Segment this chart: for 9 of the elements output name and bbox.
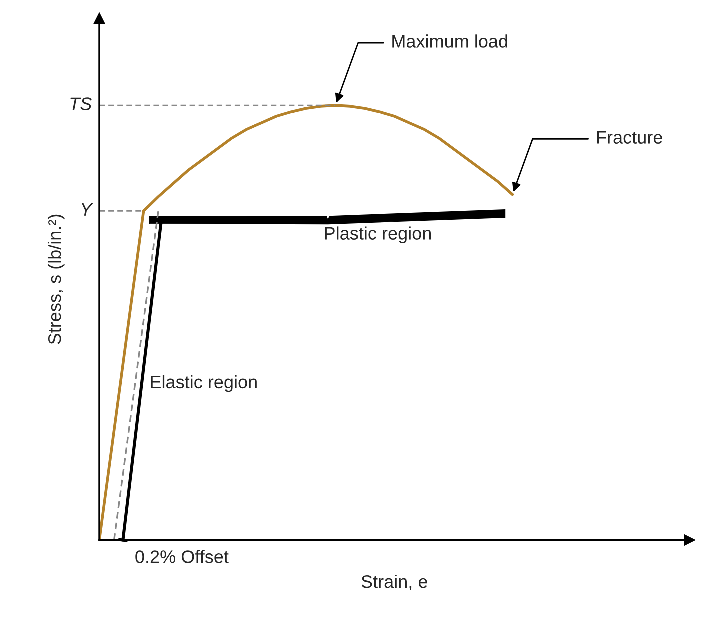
ref-line-label: Y bbox=[82, 203, 94, 216]
text: Maximum load bbox=[392, 34, 508, 48]
ref-line-label: TS bbox=[70, 98, 92, 110]
annotation: Fracture bbox=[597, 131, 662, 144]
annotation: Plastic region bbox=[325, 226, 432, 244]
annotation: Elastic region bbox=[151, 375, 257, 392]
x-axis-title: Strain, e bbox=[362, 574, 428, 590]
text: 0.2% Offset bbox=[136, 550, 229, 564]
y-axis-title: Stress, s (lb/in.²) bbox=[48, 214, 65, 344]
